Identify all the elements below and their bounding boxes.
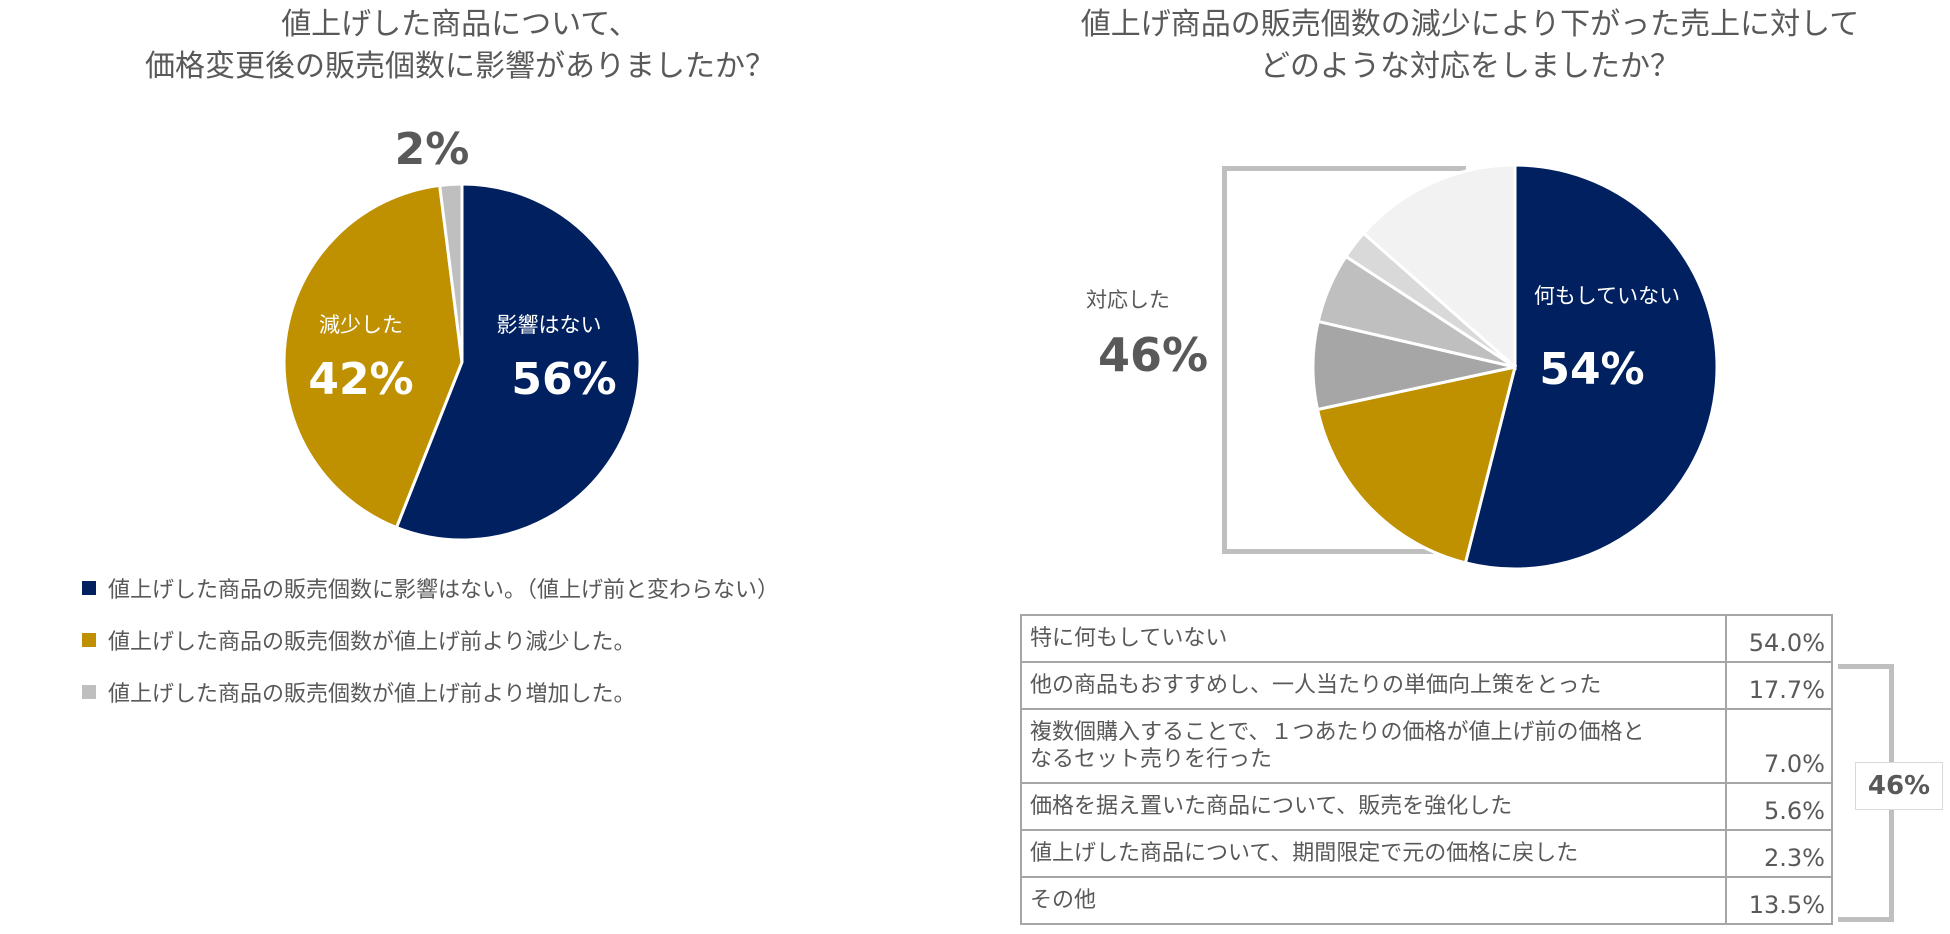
table-row-value: 2.3% [1725, 829, 1833, 878]
table-row-value: 13.5% [1725, 876, 1833, 925]
legend-item-no-impact: 値上げした商品の販売個数に影響はない。（値上げ前と変わらない） [82, 562, 779, 614]
left-chart-legend: 値上げした商品の販売個数に影響はない。（値上げ前と変わらない） 値上げした商品の… [82, 562, 779, 718]
responded-label: 対応した [1086, 288, 1170, 312]
table-row-label: 価格を据え置いた商品について、販売を強化した [1020, 782, 1727, 831]
pie2-slice-value-0: 54% [1539, 344, 1644, 395]
right-chart-title: 値上げ商品の販売個数の減少により下がった売上に対して どのような対応をしましたか… [1080, 7, 1860, 84]
left-chart-title: 値上げした商品について、 価格変更後の販売個数に影響がありましたか？ [145, 7, 775, 84]
table-row: その他 13.5% [1020, 876, 1833, 925]
response-pie-chart: 何もしていない 54% [1311, 163, 1719, 571]
legend-label-no-impact: 値上げした商品の販売個数に影響はない。（値上げ前と変わらない） [108, 578, 780, 603]
legend-item-increased: 値上げした商品の販売個数が値上げ前より増加した。 [82, 666, 779, 718]
table-row: 価格を据え置いた商品について、販売を強化した 5.6% [1020, 782, 1833, 831]
pie1-slice-value-2: 2% [395, 124, 470, 175]
pie1-slice-2 [438, 182, 464, 363]
table-bracket-label: 46% [1855, 762, 1943, 810]
table-row-label: 複数個購入することで、１つあたりの価格が値上げ前の価格と なるセット売りを行った [1020, 708, 1727, 784]
legend-item-decreased: 値上げした商品の販売個数が値上げ前より減少した。 [82, 614, 779, 666]
pie1-slice-value-1: 42% [308, 354, 413, 405]
table-row-value: 7.0% [1725, 708, 1833, 784]
pie2-slice-1 [1315, 365, 1518, 565]
price-impact-pie-chart: 影響はない 56% 減少した 42% 2% [282, 124, 642, 542]
table-row-value: 17.7% [1725, 661, 1833, 710]
pie1-slice-name-0: 影響はない [497, 313, 602, 337]
table-row: 複数個購入することで、１つあたりの価格が値上げ前の価格と なるセット売りを行った… [1020, 708, 1833, 784]
table-row: 他の商品もおすすめし、一人当たりの単価向上策をとった 17.7% [1020, 661, 1833, 710]
pie1-slice-value-0: 56% [511, 354, 616, 405]
responded-percentage: 46% [1098, 328, 1209, 382]
table-row-value: 5.6% [1725, 782, 1833, 831]
legend-label-increased: 値上げした商品の販売個数が値上げ前より増加した。 [108, 682, 636, 707]
responded-bracket [1222, 166, 1466, 554]
legend-swatch-increased [82, 685, 96, 699]
response-table: 特に何もしていない 54.0% 他の商品もおすすめし、一人当たりの単価向上策をとった… [1020, 614, 1833, 925]
table-row-label: 特に何もしていない [1020, 614, 1727, 663]
pie2-slice-name-0: 何もしていない [1534, 284, 1680, 308]
table-row: 値上げした商品について、期間限定で元の価格に戻した 2.3% [1020, 829, 1833, 878]
table-row-label: 他の商品もおすすめし、一人当たりの単価向上策をとった [1020, 661, 1727, 710]
table-row: 特に何もしていない 54.0% [1020, 614, 1833, 663]
table-row-value: 54.0% [1725, 614, 1833, 663]
table-row-label: 値上げした商品について、期間限定で元の価格に戻した [1020, 829, 1727, 878]
legend-label-decreased: 値上げした商品の販売個数が値上げ前より減少した。 [108, 630, 636, 655]
pie1-slice-0 [394, 182, 642, 542]
legend-swatch-no-impact [82, 581, 96, 595]
pie2-slice-0 [1463, 163, 1719, 571]
legend-swatch-decreased [82, 633, 96, 647]
pie2-slice-5 [1361, 163, 1517, 371]
pie1-slice-1 [282, 183, 464, 530]
pie1-slice-name-1: 減少した [319, 313, 403, 337]
table-row-label: その他 [1020, 876, 1727, 925]
